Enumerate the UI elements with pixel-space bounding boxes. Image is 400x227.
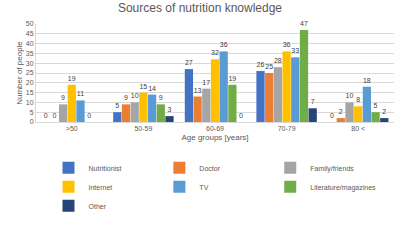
svg-text:0: 0 [239, 112, 243, 119]
svg-text:9: 9 [124, 94, 128, 101]
svg-text:5: 5 [115, 102, 119, 109]
svg-text:17: 17 [202, 79, 210, 86]
svg-text:Sources of nutrition knowledge: Sources of nutrition knowledge [118, 1, 282, 15]
svg-text:10: 10 [346, 92, 354, 99]
svg-text:7: 7 [311, 98, 315, 105]
svg-text:45: 45 [26, 30, 34, 37]
svg-text:80 <: 80 < [351, 125, 365, 132]
svg-text:Other: Other [89, 203, 107, 210]
svg-text:70-79: 70-79 [278, 125, 296, 132]
svg-text:9: 9 [61, 94, 65, 101]
svg-text:TV: TV [199, 184, 208, 191]
svg-text:25: 25 [265, 63, 273, 70]
svg-text:50: 50 [26, 20, 34, 27]
svg-text:10: 10 [26, 99, 34, 106]
svg-text:33: 33 [291, 47, 299, 54]
svg-text:Number of people: Number of people [15, 41, 24, 105]
svg-text:36: 36 [283, 41, 291, 48]
svg-text:>50: >50 [66, 125, 78, 132]
svg-text:47: 47 [300, 20, 308, 27]
svg-text:Literature/magazines: Literature/magazines [310, 184, 376, 192]
svg-text:30: 30 [26, 60, 34, 67]
svg-text:32: 32 [211, 49, 219, 56]
svg-text:14: 14 [148, 85, 156, 92]
svg-text:0: 0 [87, 112, 91, 119]
svg-text:28: 28 [274, 57, 282, 64]
svg-text:Nutritionist: Nutritionist [89, 165, 122, 172]
svg-text:25: 25 [26, 69, 34, 76]
svg-text:36: 36 [220, 41, 228, 48]
svg-text:27: 27 [185, 59, 193, 66]
svg-text:3: 3 [167, 106, 171, 113]
svg-text:0: 0 [330, 112, 334, 119]
svg-text:9: 9 [159, 94, 163, 101]
svg-text:50-59: 50-59 [134, 125, 152, 132]
svg-text:5: 5 [30, 109, 34, 116]
svg-text:2: 2 [339, 108, 343, 115]
svg-text:0: 0 [44, 112, 48, 119]
svg-text:0: 0 [30, 118, 34, 125]
svg-text:35: 35 [26, 50, 34, 57]
svg-text:5: 5 [374, 102, 378, 109]
svg-text:20: 20 [26, 79, 34, 86]
svg-text:15: 15 [26, 89, 34, 96]
svg-text:40: 40 [26, 40, 34, 47]
svg-text:10: 10 [131, 92, 139, 99]
svg-text:0: 0 [52, 112, 56, 119]
svg-text:2: 2 [382, 108, 386, 115]
svg-text:Age groups [years]: Age groups [years] [181, 133, 248, 142]
svg-text:Doctor: Doctor [199, 165, 220, 172]
svg-text:Family/friends: Family/friends [310, 165, 354, 173]
svg-text:11: 11 [77, 90, 84, 97]
svg-text:8: 8 [356, 96, 360, 103]
svg-text:15: 15 [139, 83, 147, 90]
svg-text:18: 18 [363, 77, 371, 84]
svg-text:13: 13 [194, 87, 202, 94]
svg-text:26: 26 [257, 61, 265, 68]
svg-text:19: 19 [68, 75, 76, 82]
svg-text:Internet: Internet [89, 184, 113, 191]
svg-text:60-69: 60-69 [206, 125, 224, 132]
svg-text:19: 19 [228, 75, 236, 82]
